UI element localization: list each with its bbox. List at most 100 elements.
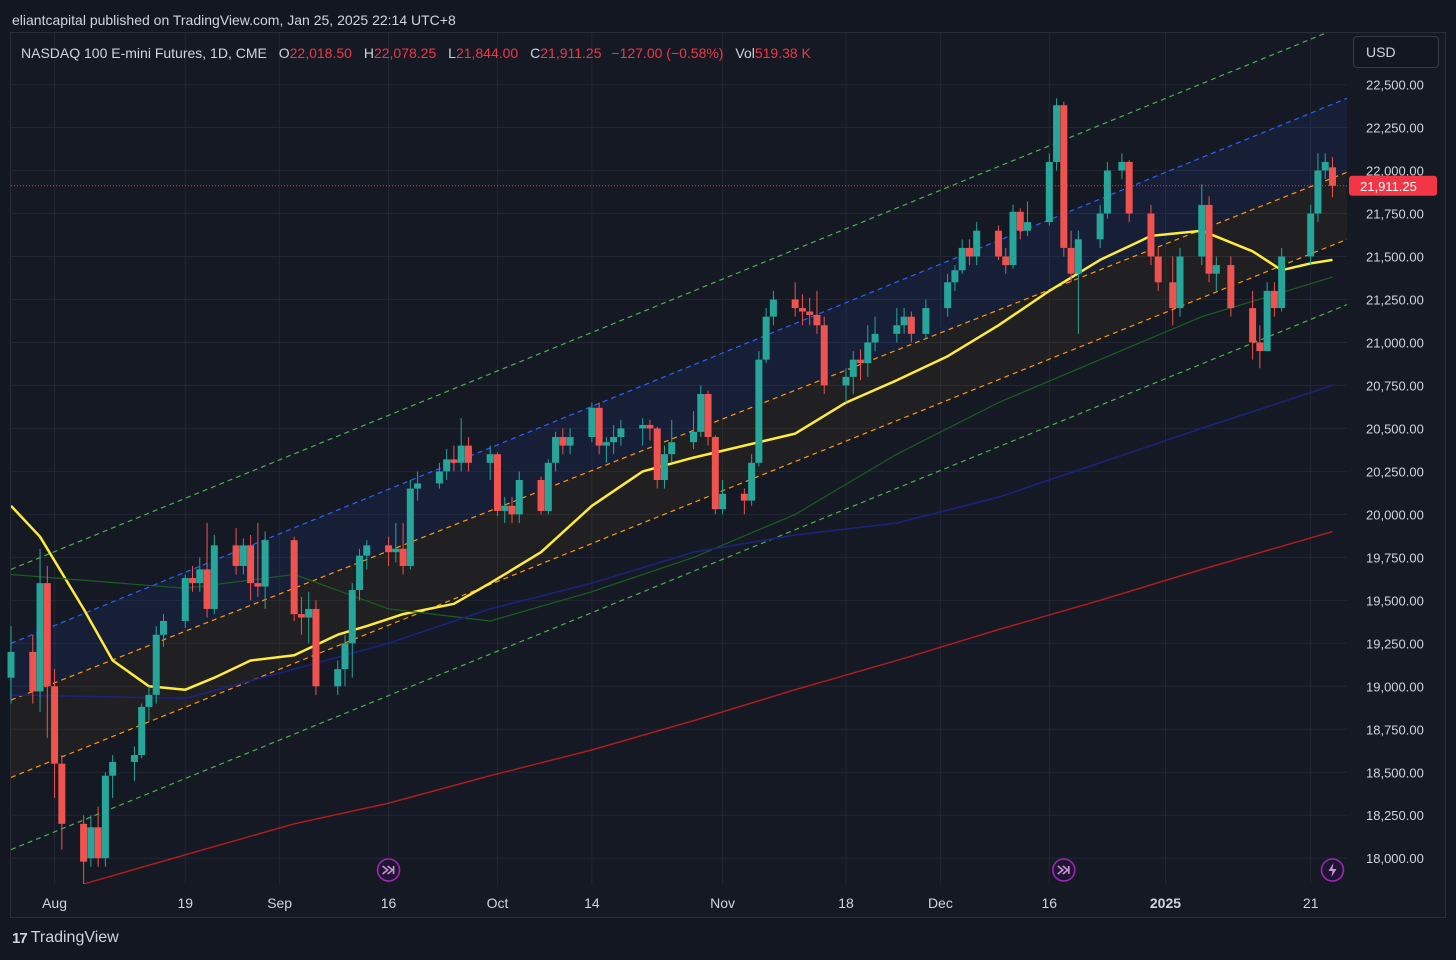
candle[interactable] (806, 297, 814, 326)
ma-line-sma20[interactable] (11, 229, 1333, 691)
candles[interactable] (7, 98, 1336, 884)
candle[interactable] (1205, 196, 1213, 283)
candle[interactable] (486, 445, 494, 480)
candle[interactable] (762, 308, 770, 364)
channel-line-mid_upper[interactable] (11, 171, 1347, 701)
candle[interactable] (697, 385, 705, 438)
candle[interactable] (559, 428, 567, 455)
candle[interactable] (1198, 184, 1206, 266)
candle[interactable] (181, 574, 189, 628)
candle[interactable] (297, 596, 305, 635)
candle[interactable] (348, 583, 356, 678)
candle[interactable] (145, 686, 153, 721)
candle[interactable] (813, 290, 821, 334)
candle[interactable] (610, 424, 618, 455)
candle[interactable] (305, 591, 313, 644)
candle[interactable] (1125, 160, 1133, 223)
candle[interactable] (341, 634, 349, 687)
candle[interactable] (704, 390, 712, 446)
candle[interactable] (138, 703, 146, 759)
candle[interactable] (602, 437, 610, 463)
candle[interactable] (719, 479, 727, 515)
candle[interactable] (232, 528, 240, 575)
candle[interactable] (392, 522, 400, 563)
last-price-tag[interactable] (1349, 175, 1437, 196)
candle[interactable] (450, 445, 458, 472)
candle[interactable] (101, 772, 109, 867)
candle[interactable] (864, 325, 872, 377)
candle[interactable] (660, 445, 668, 489)
candle[interactable] (406, 479, 414, 570)
candle[interactable] (43, 565, 51, 738)
candle[interactable] (261, 531, 269, 609)
currency-selector[interactable]: USD (1353, 36, 1439, 68)
candle[interactable] (1263, 282, 1271, 352)
ma-line-sma100[interactable] (11, 384, 1333, 700)
candle[interactable] (639, 418, 647, 446)
candle[interactable] (617, 419, 625, 446)
candle[interactable] (871, 316, 879, 352)
candle[interactable] (356, 548, 364, 601)
candle[interactable] (239, 538, 247, 575)
candle[interactable] (1074, 230, 1082, 334)
candle[interactable] (842, 368, 850, 403)
candle[interactable] (857, 349, 865, 381)
event-markers[interactable] (376, 858, 1345, 882)
candle[interactable] (399, 522, 407, 575)
candle[interactable] (537, 476, 545, 515)
candle[interactable] (588, 402, 596, 443)
candle[interactable] (1176, 247, 1184, 317)
y-axis[interactable]: 18,000.00 18,250.00 18,500.00 18,750.00 19,0… (1349, 78, 1437, 867)
candle[interactable] (1328, 157, 1336, 198)
candle[interactable] (94, 806, 102, 867)
ma-line-sma200[interactable] (83, 530, 1333, 884)
candle[interactable] (254, 522, 262, 597)
candle[interactable] (1060, 101, 1068, 257)
candle[interactable] (552, 431, 560, 472)
candle[interactable] (1024, 201, 1032, 236)
fast-forward-circle-icon[interactable] (376, 858, 401, 882)
candle[interactable] (994, 225, 1002, 260)
candle[interactable] (312, 600, 320, 695)
candle[interactable] (1270, 282, 1278, 317)
candle[interactable] (363, 540, 371, 570)
candle[interactable] (1249, 290, 1257, 360)
candle[interactable] (203, 522, 211, 618)
candle[interactable] (152, 626, 160, 704)
candle[interactable] (1154, 247, 1162, 291)
candle[interactable] (566, 428, 574, 455)
candle[interactable] (515, 471, 523, 523)
candle[interactable] (653, 426, 661, 489)
candle[interactable] (820, 316, 828, 395)
candle[interactable] (922, 299, 930, 340)
candle[interactable] (435, 462, 443, 489)
candle[interactable] (7, 626, 15, 704)
candle[interactable] (1118, 153, 1126, 180)
candle[interactable] (1096, 204, 1104, 248)
candle[interactable] (1227, 256, 1235, 317)
candle[interactable] (646, 419, 654, 441)
channel-line-mid_lower[interactable] (11, 238, 1347, 778)
tradingview-brand[interactable]: 17 TradingView (12, 929, 119, 947)
candle[interactable] (849, 351, 857, 395)
candle[interactable] (159, 614, 167, 647)
candle[interactable] (1321, 153, 1329, 180)
channel-line-outer_upper[interactable] (11, 24, 1347, 570)
candle[interactable] (1009, 204, 1017, 269)
candle[interactable] (769, 290, 777, 326)
candle[interactable] (791, 282, 799, 317)
candle[interactable] (464, 437, 472, 472)
candle[interactable] (457, 418, 465, 472)
candle[interactable] (1314, 153, 1322, 223)
candle[interactable] (1278, 247, 1286, 312)
candle[interactable] (755, 351, 763, 467)
candle[interactable] (595, 402, 603, 455)
candle[interactable] (29, 634, 37, 704)
candle[interactable] (1307, 204, 1315, 266)
candle[interactable] (1212, 256, 1220, 291)
candle[interactable] (196, 557, 204, 592)
candle[interactable] (414, 471, 422, 501)
candle[interactable] (711, 435, 719, 515)
channel-line-outer_lower[interactable] (11, 304, 1347, 851)
